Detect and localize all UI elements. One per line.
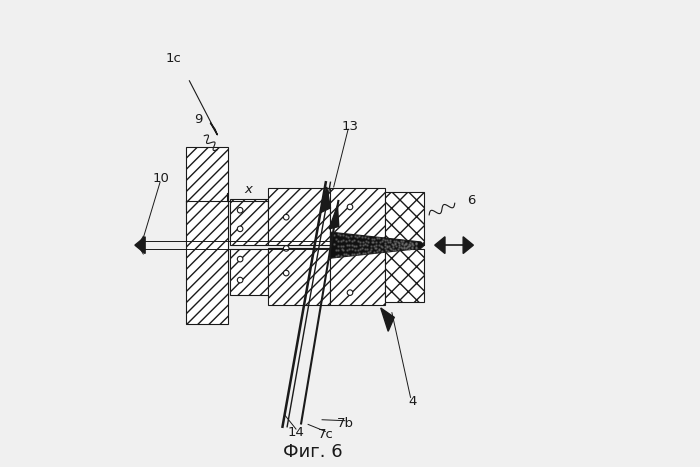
Circle shape xyxy=(347,290,353,296)
Bar xyxy=(330,188,386,245)
Circle shape xyxy=(237,207,243,213)
Text: 6: 6 xyxy=(467,194,475,207)
Bar xyxy=(230,199,267,245)
Text: 10: 10 xyxy=(153,172,170,185)
Circle shape xyxy=(237,226,243,232)
Bar xyxy=(186,148,228,324)
Polygon shape xyxy=(463,237,473,254)
Text: x: x xyxy=(244,183,253,196)
Text: 14: 14 xyxy=(288,426,305,439)
Text: 7b: 7b xyxy=(337,417,354,430)
Polygon shape xyxy=(381,308,394,331)
Text: 9: 9 xyxy=(195,113,203,126)
Bar xyxy=(230,249,267,295)
Text: Фиг. 6: Фиг. 6 xyxy=(283,443,342,461)
Polygon shape xyxy=(135,237,145,254)
Circle shape xyxy=(284,214,289,220)
Bar xyxy=(386,192,424,245)
Polygon shape xyxy=(329,205,339,229)
Bar xyxy=(330,248,386,305)
Circle shape xyxy=(284,246,289,251)
Circle shape xyxy=(237,277,243,283)
Polygon shape xyxy=(321,187,330,212)
Text: 1c: 1c xyxy=(165,52,181,65)
Circle shape xyxy=(237,256,243,262)
Polygon shape xyxy=(435,237,445,254)
Text: 13: 13 xyxy=(342,120,358,133)
Circle shape xyxy=(347,204,353,210)
Text: 7c: 7c xyxy=(318,428,334,441)
Text: 4: 4 xyxy=(409,395,417,408)
Circle shape xyxy=(347,240,353,246)
Polygon shape xyxy=(330,232,424,258)
Bar xyxy=(267,248,330,305)
Bar xyxy=(386,249,424,302)
Polygon shape xyxy=(210,123,217,135)
Circle shape xyxy=(284,270,289,276)
Bar xyxy=(267,188,330,245)
